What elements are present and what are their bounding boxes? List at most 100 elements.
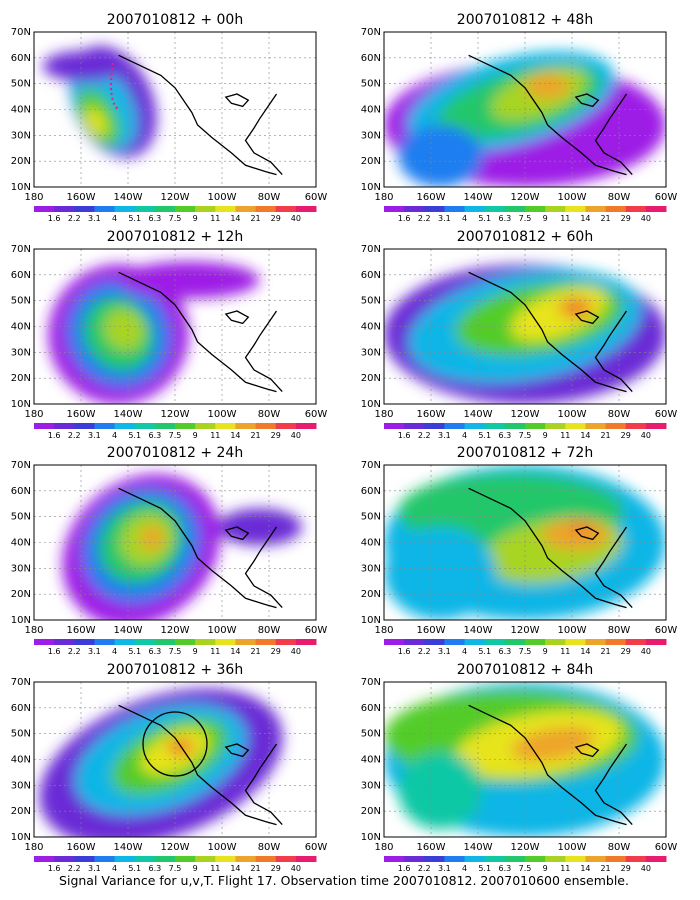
colorbar-label: 2.2 (418, 647, 431, 656)
colorbar-label: 2.2 (68, 214, 81, 223)
colorbar-swatch (605, 639, 627, 645)
colorbar-swatch (545, 423, 566, 429)
colorbar-label: 11 (210, 214, 220, 223)
colorbar-label: 6.3 (148, 864, 161, 873)
colorbar-label: 40 (291, 864, 301, 873)
colorbar-swatch (94, 423, 116, 429)
colorbar-swatch (504, 639, 526, 645)
colorbar-label: 5.1 (128, 431, 141, 440)
colorbar-swatch (54, 206, 75, 212)
colorbar-swatch (464, 639, 486, 645)
colorbar-label: 9 (193, 214, 198, 223)
lat-tick-label: 40N (361, 322, 381, 333)
lon-tick-label: 60W (655, 842, 678, 853)
coastline (468, 487, 633, 609)
colorbar-label: 9 (193, 647, 198, 656)
colorbar-label: 5.1 (128, 214, 141, 223)
lon-tick-label: 80W (608, 842, 631, 853)
colorbar-swatch (444, 423, 466, 429)
colorbar: 1.6 2.2 3.1 4 5.1 6.3 7.5 9 11 14 21 29 40 (34, 639, 317, 656)
lat-tick-label: 60N (361, 270, 381, 281)
lon-tick-label: 140W (114, 842, 143, 853)
colorbar: 1.6 2.2 3.1 4 5.1 6.3 7.5 9 11 14 21 29 40 (34, 856, 317, 873)
lat-tick-label: 20N (11, 806, 31, 817)
colorbar-swatch (235, 206, 257, 212)
colorbar-swatch (504, 423, 526, 429)
lat-tick-label: 30N (11, 780, 31, 791)
panel-title: 2007010812 + 24h (107, 445, 243, 461)
colorbar-swatch (34, 206, 55, 212)
colorbar-swatch (134, 639, 156, 645)
colorbar-label: 7.5 (519, 214, 532, 223)
map-frame (33, 31, 317, 188)
colorbar-label: 7.5 (519, 864, 532, 873)
lon-tick-label: 60W (305, 409, 328, 420)
colorbar-swatch (545, 639, 566, 645)
colorbar-swatch (154, 206, 176, 212)
colorbar-swatch (504, 856, 526, 862)
colorbar-swatch (484, 856, 506, 862)
lon-tick-label: 80W (258, 842, 281, 853)
lat-tick-label: 50N (361, 296, 381, 307)
map-frame (33, 464, 317, 621)
lon-tick-label: 180 (374, 409, 393, 420)
colorbar-swatch (215, 856, 236, 862)
colorbar-label: 11 (210, 647, 220, 656)
lon-tick-label: 80W (608, 409, 631, 420)
colorbar-swatch (404, 423, 425, 429)
colorbar-label: 9 (543, 431, 548, 440)
lat-tick-label: 60N (11, 703, 31, 714)
colorbar-label: 1.6 (398, 864, 411, 873)
colorbar-swatch (235, 423, 257, 429)
lon-tick-label: 120W (161, 409, 190, 420)
colorbar-swatch (74, 856, 95, 862)
colorbar-swatch (154, 856, 176, 862)
map-panel: 2007010812 + 24h 70N 60N 50N 40N 30N 20N 10N180… (11, 445, 328, 656)
lon-tick-label: 100W (558, 409, 587, 420)
colorbar-swatch (565, 856, 586, 862)
map-frame (33, 681, 317, 838)
colorbar-label: 7.5 (519, 431, 532, 440)
colorbar-swatch (384, 639, 405, 645)
lon-tick-label: 100W (558, 192, 587, 203)
lon-tick-label: 180 (24, 625, 43, 636)
colorbar-swatch (525, 206, 546, 212)
colorbar-label: 3.1 (438, 214, 451, 223)
lat-tick-label: 40N (361, 538, 381, 549)
colorbar-swatch (215, 639, 236, 645)
colorbar-label: 14 (580, 647, 590, 656)
colorbar-label: 4 (462, 864, 467, 873)
colorbar-label: 21 (600, 431, 610, 440)
colorbar-label: 40 (641, 431, 651, 440)
lat-tick-label: 20N (11, 156, 31, 167)
lon-tick-label: 120W (511, 409, 540, 420)
lon-tick-label: 100W (208, 625, 237, 636)
lat-tick-label: 20N (11, 373, 31, 384)
colorbar-swatch (404, 639, 425, 645)
colorbar-label: 6.3 (148, 214, 161, 223)
colorbar-swatch (605, 856, 627, 862)
lon-tick-label: 180 (24, 842, 43, 853)
colorbar-label: 1.6 (48, 214, 61, 223)
colorbar-label: 21 (600, 647, 610, 656)
colorbar-label: 4 (462, 431, 467, 440)
lon-tick-label: 60W (305, 192, 328, 203)
colorbar-swatch (295, 423, 317, 429)
lon-tick-label: 140W (464, 192, 493, 203)
colorbar-label: 3.1 (88, 431, 101, 440)
lat-tick-label: 10N (361, 615, 381, 626)
colorbar-swatch (175, 856, 196, 862)
colorbar-label: 5.1 (478, 864, 491, 873)
colorbar-swatch (74, 639, 95, 645)
map-panel: 2007010812 + 60h 70N 60N 50N 40N 30N 20N 10N180… (361, 229, 678, 440)
lon-tick-label: 120W (161, 192, 190, 203)
colorbar-swatch (625, 206, 647, 212)
colorbar-swatch (94, 639, 116, 645)
coastline (468, 271, 633, 393)
colorbar-swatch (134, 423, 156, 429)
colorbar: 1.6 2.2 3.1 4 5.1 6.3 7.5 9 11 14 21 29 40 (384, 206, 667, 223)
map-frame (383, 31, 667, 188)
lat-tick-label: 40N (11, 755, 31, 766)
lat-tick-label: 60N (11, 53, 31, 64)
colorbar-swatch (195, 639, 216, 645)
